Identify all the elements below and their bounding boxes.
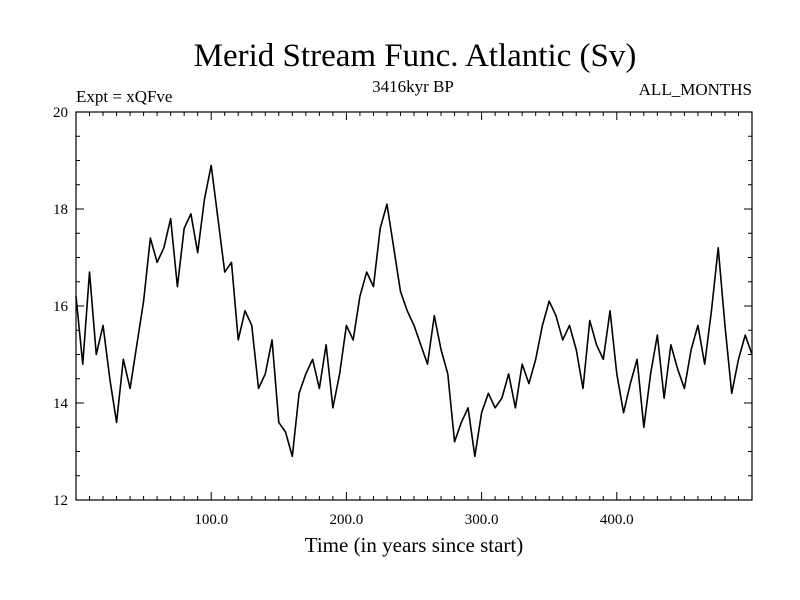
x-tick-label: 200.0 bbox=[330, 512, 364, 528]
chart-title: Merid Stream Func. Atlantic (Sv) bbox=[194, 38, 637, 74]
plot-frame bbox=[75, 111, 753, 501]
x-tick-label: 300.0 bbox=[465, 512, 499, 528]
experiment-label: Expt = xQFve bbox=[76, 87, 172, 106]
x-axis-label: Time (in years since start) bbox=[305, 533, 524, 557]
y-tick-label: 14 bbox=[53, 396, 69, 412]
y-tick-label: 16 bbox=[53, 299, 69, 315]
axis-ticks bbox=[76, 112, 752, 500]
y-tick-label: 20 bbox=[53, 105, 68, 121]
x-tick-label: 100.0 bbox=[194, 512, 228, 528]
series-line bbox=[75, 164, 753, 458]
x-tick-label: 400.0 bbox=[600, 512, 634, 528]
time-period-label: 3416kyr BP bbox=[372, 77, 454, 96]
months-label: ALL_MONTHS bbox=[639, 80, 752, 99]
x-tick-labels: 100.0 200.0 300.0 400.0 bbox=[194, 512, 633, 528]
y-tick-labels: 12 14 16 18 20 bbox=[53, 105, 69, 509]
y-tick-label: 12 bbox=[53, 493, 68, 509]
y-tick-label: 18 bbox=[53, 202, 68, 218]
